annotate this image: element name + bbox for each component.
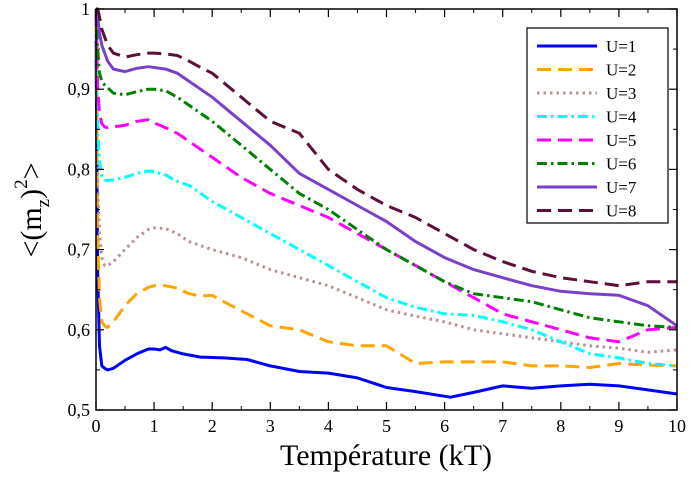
- y-tick-label: 0,5: [68, 400, 91, 420]
- series-layer: [94, 7, 678, 399]
- y-title-sup: 2: [11, 179, 32, 189]
- legend-label: U=5: [606, 131, 636, 150]
- series-line-u-7: [94, 8, 678, 328]
- x-tick-label: 2: [208, 416, 217, 436]
- legend-label: U=1: [606, 37, 636, 56]
- y-tick-label: 0,6: [68, 320, 91, 340]
- x-tick-label: 6: [440, 416, 449, 436]
- ticks-layer: 0 1 2 3 4 5 6 7 8 9 10 0,5 0,6 0,7 0,8 0,9 1: [68, 0, 687, 436]
- series-line-u-6: [94, 8, 678, 329]
- x-tick-label: 4: [324, 416, 333, 436]
- legend-box: [526, 27, 669, 224]
- series-line-u-2: [94, 24, 678, 369]
- series-line-u-4: [94, 16, 678, 368]
- legend-items: U=1 U=2 U=3 U=4 U=5 U=6 U=7 U=8: [537, 37, 637, 221]
- legend-label: U=3: [606, 84, 636, 103]
- y-tick-label: 0,9: [68, 79, 91, 99]
- legend-label: U=4: [606, 108, 637, 127]
- series-line-u-1: [94, 41, 678, 399]
- x-axis-title: Température (kT): [280, 439, 492, 472]
- y-tick-label: 0,7: [68, 240, 91, 260]
- x-tick-label: 0: [92, 416, 101, 436]
- series-line-u-8: [96, 7, 677, 288]
- x-tick-label: 5: [382, 416, 391, 436]
- legend-label: U=2: [606, 61, 636, 80]
- y-title-sub: z: [33, 199, 54, 207]
- y-tick-label: 0,8: [68, 159, 91, 179]
- y-title-close: ): [15, 189, 48, 199]
- x-tick-label: 10: [668, 416, 686, 436]
- series-line-u-5: [94, 12, 678, 344]
- legend-label: U=7: [606, 178, 637, 197]
- x-tick-label: 9: [614, 416, 623, 436]
- legend: U=1 U=2 U=3 U=4 U=5 U=6 U=7 U=8: [526, 27, 669, 224]
- series-line-u-3: [94, 16, 678, 354]
- y-title-end: >: [15, 162, 48, 179]
- y-axis-title: <(mz)2>: [11, 162, 54, 257]
- x-tick-label: 3: [266, 416, 275, 436]
- legend-label: U=6: [606, 155, 636, 174]
- legend-label: U=8: [606, 202, 636, 221]
- y-tick-label: 1: [81, 0, 90, 19]
- x-tick-label: 8: [556, 416, 565, 436]
- x-tick-label: 7: [498, 416, 507, 436]
- x-tick-label: 1: [150, 416, 159, 436]
- y-title-open: <(m: [15, 207, 48, 257]
